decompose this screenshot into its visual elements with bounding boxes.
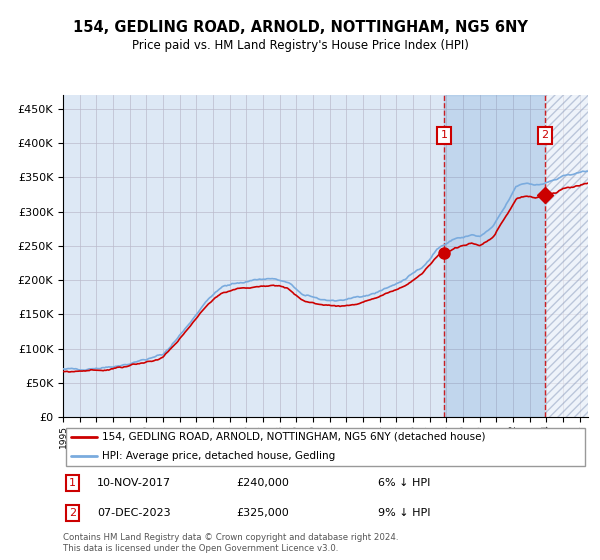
Text: 154, GEDLING ROAD, ARNOLD, NOTTINGHAM, NG5 6NY (detached house): 154, GEDLING ROAD, ARNOLD, NOTTINGHAM, N… — [103, 432, 486, 442]
Text: £325,000: £325,000 — [236, 508, 289, 518]
Text: 9% ↓ HPI: 9% ↓ HPI — [378, 508, 431, 518]
Text: 154, GEDLING ROAD, ARNOLD, NOTTINGHAM, NG5 6NY: 154, GEDLING ROAD, ARNOLD, NOTTINGHAM, N… — [73, 20, 527, 35]
Bar — [444, 95, 545, 417]
Text: 2: 2 — [69, 508, 76, 518]
Text: £240,000: £240,000 — [236, 478, 289, 488]
Bar — [545, 95, 588, 417]
Text: 07-DEC-2023: 07-DEC-2023 — [97, 508, 171, 518]
Text: 10-NOV-2017: 10-NOV-2017 — [97, 478, 171, 488]
Text: Price paid vs. HM Land Registry's House Price Index (HPI): Price paid vs. HM Land Registry's House … — [131, 39, 469, 52]
Text: HPI: Average price, detached house, Gedling: HPI: Average price, detached house, Gedl… — [103, 451, 335, 461]
Text: 6% ↓ HPI: 6% ↓ HPI — [378, 478, 430, 488]
Text: 1: 1 — [69, 478, 76, 488]
FancyBboxPatch shape — [65, 428, 585, 465]
Text: 2: 2 — [541, 130, 548, 141]
Text: 1: 1 — [440, 130, 448, 141]
Text: Contains HM Land Registry data © Crown copyright and database right 2024.
This d: Contains HM Land Registry data © Crown c… — [63, 533, 398, 553]
